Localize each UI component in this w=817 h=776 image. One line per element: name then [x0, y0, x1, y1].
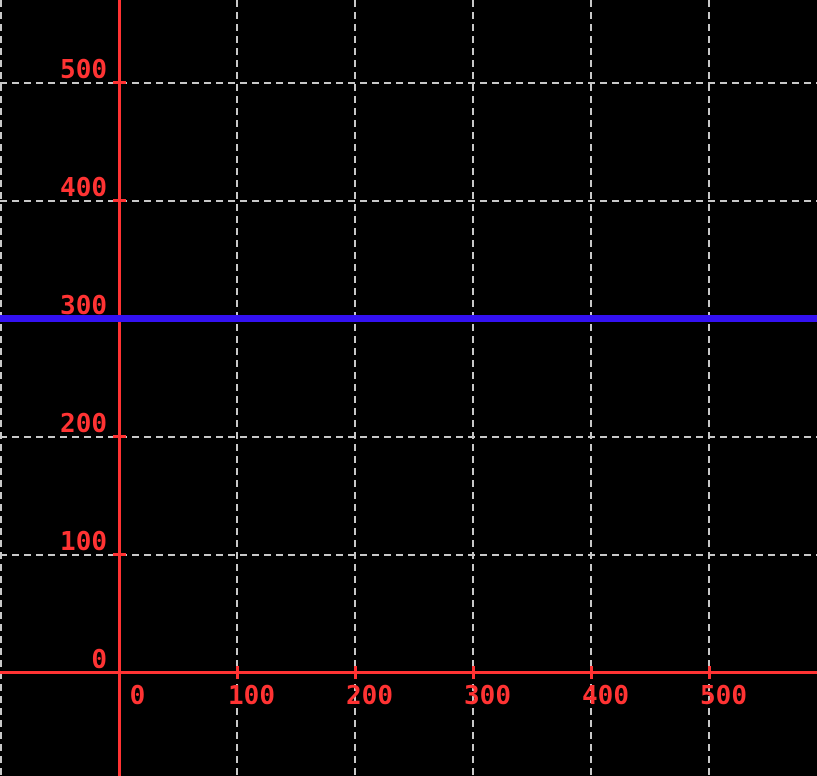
v-gridline — [0, 0, 2, 776]
y-tick-mark — [112, 81, 126, 85]
x-tick-label: 400 — [582, 681, 629, 712]
h-gridline — [0, 81, 817, 84]
x-tick-label: 0 — [129, 681, 146, 712]
h-gridline — [0, 435, 817, 438]
y-tick-mark — [112, 435, 126, 439]
v-gridline — [472, 0, 475, 776]
x-axis-line — [0, 671, 817, 675]
y-tick-mark — [112, 553, 126, 557]
x-tick-label: 100 — [228, 681, 275, 712]
h-gridline — [0, 553, 817, 556]
y-tick-mark — [112, 199, 126, 203]
x-tick-label: 300 — [464, 681, 511, 712]
data-series-line — [0, 315, 817, 323]
v-gridline — [590, 0, 593, 776]
v-gridline — [236, 0, 238, 776]
x-tick-label: 200 — [346, 681, 393, 712]
y-tick-label: 500 — [60, 54, 108, 85]
x-tick-mark — [471, 666, 475, 680]
x-tick-mark — [235, 666, 239, 680]
v-gridline — [354, 0, 356, 776]
y-axis-line — [117, 0, 121, 776]
h-gridline — [0, 199, 817, 202]
y-tick-label: 400 — [60, 172, 108, 203]
x-tick-label: 500 — [700, 681, 747, 712]
x-tick-mark — [589, 666, 593, 680]
x-tick-mark — [353, 666, 357, 680]
x-tick-mark — [707, 666, 711, 680]
y-tick-label: 200 — [60, 408, 108, 439]
y-tick-label: 0 — [91, 644, 108, 675]
v-gridline — [708, 0, 711, 776]
y-tick-label: 100 — [60, 526, 108, 557]
